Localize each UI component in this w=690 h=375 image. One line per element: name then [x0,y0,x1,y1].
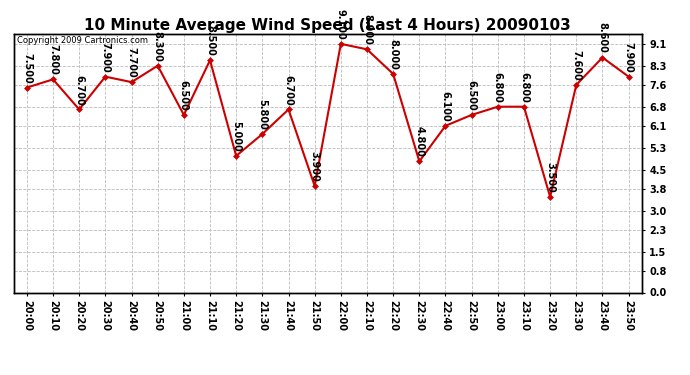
Text: 7.700: 7.700 [126,47,137,78]
Text: 6.800: 6.800 [493,72,503,102]
Text: 6.700: 6.700 [75,75,84,105]
Text: 8.900: 8.900 [362,14,372,45]
Text: 8.500: 8.500 [205,25,215,56]
Text: 6.100: 6.100 [440,91,451,122]
Text: 7.600: 7.600 [571,50,581,81]
Text: 7.500: 7.500 [22,53,32,83]
Text: 7.900: 7.900 [624,42,633,72]
Text: 5.800: 5.800 [257,99,267,130]
Text: 6.800: 6.800 [519,72,529,102]
Text: 6.500: 6.500 [466,80,477,111]
Text: 8.000: 8.000 [388,39,398,70]
Text: Copyright 2009 Cartronics.com: Copyright 2009 Cartronics.com [17,36,148,45]
Text: 5.000: 5.000 [231,121,241,152]
Text: 8.600: 8.600 [598,22,607,53]
Text: 7.800: 7.800 [48,44,58,75]
Title: 10 Minute Average Wind Speed (Last 4 Hours) 20090103: 10 Minute Average Wind Speed (Last 4 Hou… [84,18,571,33]
Text: 3.900: 3.900 [310,151,319,182]
Text: 3.500: 3.500 [545,162,555,193]
Text: 6.700: 6.700 [284,75,293,105]
Text: 6.500: 6.500 [179,80,189,111]
Text: 9.100: 9.100 [336,9,346,40]
Text: 8.300: 8.300 [152,31,163,62]
Text: 4.800: 4.800 [414,126,424,157]
Text: 7.900: 7.900 [100,42,110,72]
